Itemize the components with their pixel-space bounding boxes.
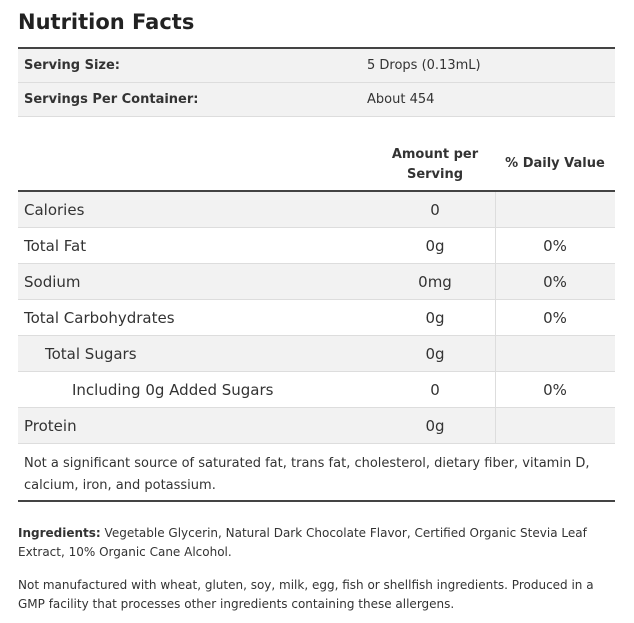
ingredients-label: Ingredients: [18, 526, 101, 540]
nutrient-name: Calories [24, 201, 85, 219]
nutrient-name: Sodium [24, 273, 81, 291]
daily-value: 0% [543, 309, 567, 327]
amount: 0 [430, 201, 440, 219]
amount: 0g [425, 309, 445, 327]
divider [495, 192, 496, 227]
nutrient-name: Total Carbohydrates [24, 309, 175, 327]
divider [495, 336, 496, 371]
nutrient-row: Including 0g Added Sugars 0 0% [18, 372, 615, 408]
header-cell: Amount per Serving [391, 147, 479, 182]
divider [495, 300, 496, 335]
nutrient-row: Total Carbohydrates 0g 0% [18, 300, 615, 336]
daily-value: 0% [543, 273, 567, 291]
amount: 0mg [418, 273, 452, 291]
amount: 0g [425, 345, 445, 363]
nutrient-name: Total Fat [24, 237, 87, 255]
amount: 0 [430, 381, 440, 399]
daily-value: 0% [543, 381, 567, 399]
footnote: Not a significant source of saturated fa… [18, 447, 615, 502]
amount: 0g [425, 417, 445, 435]
ingredients: Ingredients: Vegetable Glycerin, Natural… [18, 524, 618, 562]
nutrient-row: Total Sugars 0g [18, 336, 615, 372]
title: Nutrition Facts [18, 10, 195, 34]
nutrient-row: Sodium 0mg 0% [18, 264, 615, 300]
divider [495, 408, 496, 443]
nutrient-name: Including 0g Added Sugars [72, 381, 274, 399]
serving-row: Servings Per Container: About 454 [18, 83, 615, 117]
table-header: Amount per Serving % Daily Value [18, 140, 615, 192]
divider [495, 372, 496, 407]
label: Serving Size: [24, 58, 121, 73]
label: Servings Per Container: [24, 92, 199, 107]
nutrient-row: Total Fat 0g 0% [18, 228, 615, 264]
allergen-note: Not manufactured with wheat, gluten, soy… [18, 578, 594, 611]
nutrient-name: Protein [24, 417, 77, 435]
value: About 454 [367, 92, 435, 107]
divider [495, 228, 496, 263]
nutrient-table: Calories 0 Total Fat 0g 0% Sodium 0mg 0% Total C… [18, 192, 615, 444]
value: 5 Drops (0.13mL) [367, 58, 481, 73]
nutrient-name: Total Sugars [45, 345, 137, 363]
nutrient-row: Protein 0g [18, 408, 615, 444]
nutrient-row: Calories 0 [18, 192, 615, 228]
divider [495, 264, 496, 299]
serving-row: Serving Size: 5 Drops (0.13mL) [18, 49, 615, 83]
amount: 0g [425, 237, 445, 255]
serving-table: Serving Size: 5 Drops (0.13mL) Servings P… [18, 47, 615, 117]
ingredients-text: Vegetable Glycerin, Natural Dark Chocola… [18, 526, 587, 559]
daily-value: 0% [543, 237, 567, 255]
header-cell: % Daily Value [505, 156, 605, 171]
